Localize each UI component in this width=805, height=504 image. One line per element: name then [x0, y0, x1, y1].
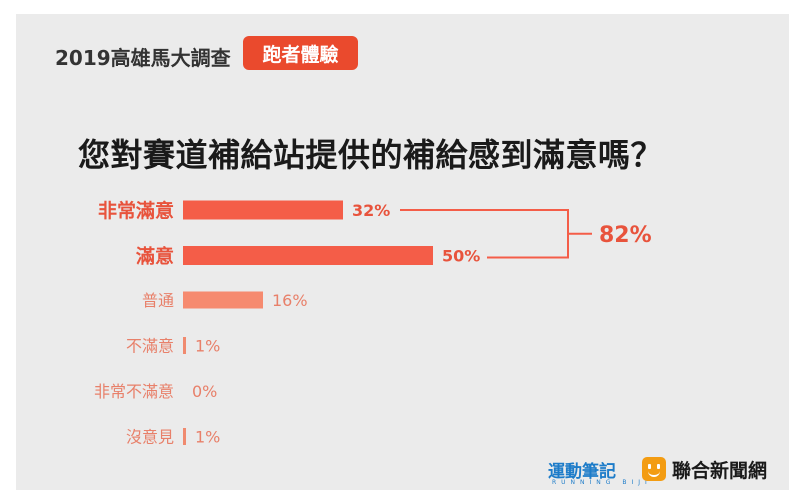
bar	[183, 246, 433, 265]
survey-title: 2019高雄馬大調查	[55, 46, 231, 70]
category-label: 非常不滿意	[94, 382, 174, 401]
running-biji-subtitle: RUNNING BIJI	[552, 479, 652, 486]
value-label: 16%	[272, 291, 308, 310]
udn-logo-icon	[642, 457, 666, 481]
category-label: 普通	[142, 291, 174, 310]
bar	[183, 200, 343, 220]
category-label: 沒意見	[126, 427, 174, 446]
bar	[183, 428, 186, 445]
udn-news-logo: 聯合新聞網	[672, 460, 768, 482]
bracket-total-label: 82%	[599, 223, 652, 248]
value-label: 0%	[192, 382, 217, 401]
value-label: 1%	[195, 337, 220, 356]
value-label: 1%	[195, 428, 220, 447]
bar	[183, 291, 263, 309]
value-label: 50%	[442, 247, 480, 266]
category-label: 不滿意	[126, 336, 174, 355]
category-badge: 跑者體驗	[243, 36, 358, 70]
running-biji-logo: 運動筆記	[548, 462, 616, 482]
bracket-line	[400, 209, 592, 259]
value-label: 32%	[352, 201, 390, 220]
question-title: 您對賽道補給站提供的補給感到滿意嗎？	[78, 136, 664, 174]
category-label: 非常滿意	[98, 199, 174, 222]
category-label: 滿意	[136, 244, 174, 267]
bar	[183, 337, 186, 354]
